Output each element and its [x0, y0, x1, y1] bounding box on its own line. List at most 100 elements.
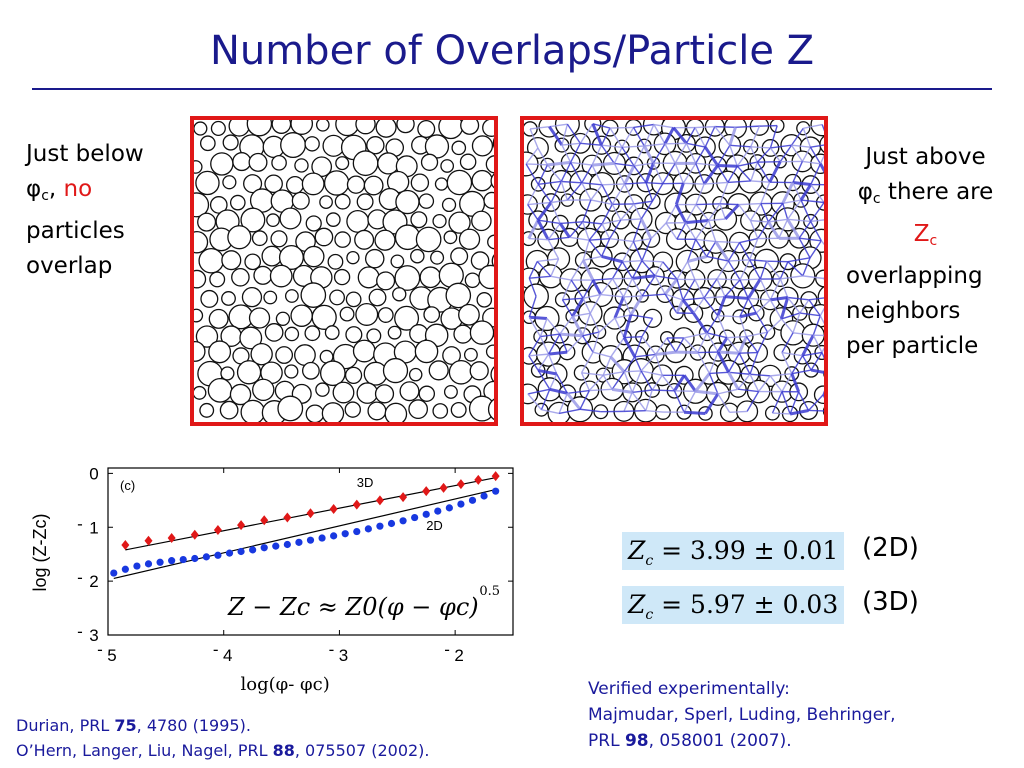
- data-point-2d: [399, 517, 407, 525]
- x-tick-label: 2: [454, 646, 463, 665]
- ref-prl: PRL: [588, 731, 625, 751]
- data-point-3d: [329, 503, 338, 514]
- data-point-2d: [445, 504, 453, 512]
- left-line-3: particles: [26, 218, 125, 244]
- data-point-2d: [144, 560, 153, 568]
- data-point-2d: [202, 553, 210, 561]
- data-point-3d: [491, 471, 500, 482]
- x-tick-minus: -: [97, 640, 103, 659]
- data-point-3d: [306, 508, 315, 519]
- data-point-2d: [168, 557, 176, 565]
- ref-authors: Majmudar, Sperl, Luding, Behringer,: [588, 705, 896, 725]
- right-description: Just above φc there are Zc overlapping n…: [838, 140, 1013, 364]
- ref-ohern-vol: 88: [272, 741, 295, 760]
- eq-subscript: c: [645, 607, 654, 623]
- data-point-3d: [144, 535, 153, 546]
- data-point-2d: [283, 540, 291, 549]
- scaling-formula: Z − Zc ≈ Z0(φ − φc): [227, 593, 479, 621]
- x-axis-label: log(φ- φc): [241, 674, 330, 695]
- data-point-2d: [341, 530, 349, 538]
- x-tick-minus: -: [329, 640, 335, 659]
- data-point-2d: [376, 522, 384, 530]
- formula-exponent: 0.5: [479, 584, 500, 599]
- y-tick-minus: -: [77, 622, 83, 641]
- data-point-2d: [191, 554, 199, 563]
- data-point-3d: [352, 499, 361, 510]
- ref-durian-vol: 75: [114, 716, 137, 735]
- panel-label: (c): [120, 478, 135, 493]
- right-line-2: φc there are: [838, 175, 1013, 217]
- y-axis-label: log (Z-Zc): [30, 514, 50, 592]
- data-point-2d: [411, 513, 419, 522]
- data-point-2d: [133, 562, 141, 570]
- data-point-2d: [225, 549, 234, 557]
- series-annotation: 2D: [426, 518, 443, 533]
- theory-references: Durian, PRL 75, 4780 (1995). O’Hern, Lan…: [16, 713, 430, 763]
- y-tick-label: 2: [89, 572, 98, 591]
- ref-pages: , 058001 (2007).: [648, 731, 792, 751]
- ref-ohern: O’Hern, Langer, Liu, Nagel, PRL 88, 0755…: [16, 738, 430, 763]
- data-point-2d: [330, 532, 338, 540]
- no-word: no: [63, 176, 93, 202]
- y-tick-label: 1: [89, 518, 98, 537]
- x-tick-minus: -: [444, 640, 450, 659]
- equation-2d: Zc = 3.99 ± 0.01: [622, 532, 845, 570]
- title-underline: [32, 88, 992, 90]
- ref-ohern-pre: O’Hern, Langer, Liu, Nagel, PRL: [16, 741, 273, 760]
- equation-2d-label: (2D): [862, 533, 919, 563]
- right-line-4: overlapping: [846, 263, 983, 289]
- ref-durian: Durian, PRL 75, 4780 (1995).: [16, 713, 430, 738]
- left-line-2: φc, no: [26, 172, 186, 214]
- data-point-3d: [422, 486, 431, 497]
- data-point-2d: [179, 555, 187, 564]
- data-point-3d: [283, 512, 292, 523]
- phi-symbol: φ: [857, 179, 873, 205]
- experimental-reference: Verified experimentally: Majmudar, Sperl…: [588, 676, 896, 754]
- ref-journal: PRL 98, 058001 (2007).: [588, 728, 896, 754]
- right-line-1: Just above: [865, 144, 986, 170]
- phi-subscript: c: [41, 188, 49, 204]
- data-point-2d: [260, 544, 268, 552]
- phi-subscript: c: [872, 191, 881, 207]
- data-point-3d: [121, 540, 130, 551]
- particle-packing-graphic: [194, 120, 494, 422]
- data-point-2d: [364, 525, 372, 533]
- right-line-5: neighbors: [846, 298, 961, 324]
- ref-ohern-post: , 075507 (2002).: [294, 741, 430, 760]
- x-tick-label: 5: [107, 646, 116, 665]
- data-point-3d: [474, 474, 483, 485]
- fit-line: [113, 488, 496, 580]
- data-point-3d: [399, 492, 408, 503]
- ref-verified: Verified experimentally:: [588, 679, 790, 699]
- right-line-6: per particle: [846, 333, 979, 359]
- ref-volume: 98: [624, 731, 649, 751]
- data-point-2d: [306, 536, 315, 544]
- zc-symbol: Z: [913, 221, 930, 247]
- data-point-3d: [439, 482, 448, 493]
- phi-symbol: φ: [26, 176, 42, 202]
- data-point-2d: [237, 547, 245, 556]
- data-point-3d: [260, 515, 269, 526]
- equation-3d: Zc = 5.97 ± 0.03: [622, 586, 845, 624]
- y-tick-minus: -: [77, 514, 83, 533]
- overlap-network-graphic: [524, 120, 824, 422]
- x-tick-minus: -: [213, 640, 219, 659]
- ref-durian-pre: Durian, PRL: [16, 716, 115, 735]
- left-description: Just below φc, no particles overlap: [26, 137, 186, 284]
- equation-3d-label: (3D): [862, 587, 919, 617]
- data-point-2d: [480, 492, 488, 500]
- right-line-3: Zc: [838, 217, 1013, 259]
- slide-title: Number of Overlaps/Particle Z: [209, 28, 815, 74]
- there-are: there are: [880, 179, 994, 205]
- data-point-2d: [295, 538, 303, 546]
- data-point-2d: [387, 519, 396, 528]
- data-point-2d: [249, 546, 257, 554]
- x-tick-label: 4: [223, 646, 232, 665]
- x-tick-label: 3: [339, 646, 348, 665]
- eq-subscript: c: [645, 553, 654, 569]
- data-point-3d: [167, 533, 176, 544]
- eq-2d-body: = 3.99 ± 0.01: [653, 536, 839, 565]
- data-point-2d: [353, 527, 361, 536]
- eq-3d-body: = 5.97 ± 0.03: [653, 590, 839, 619]
